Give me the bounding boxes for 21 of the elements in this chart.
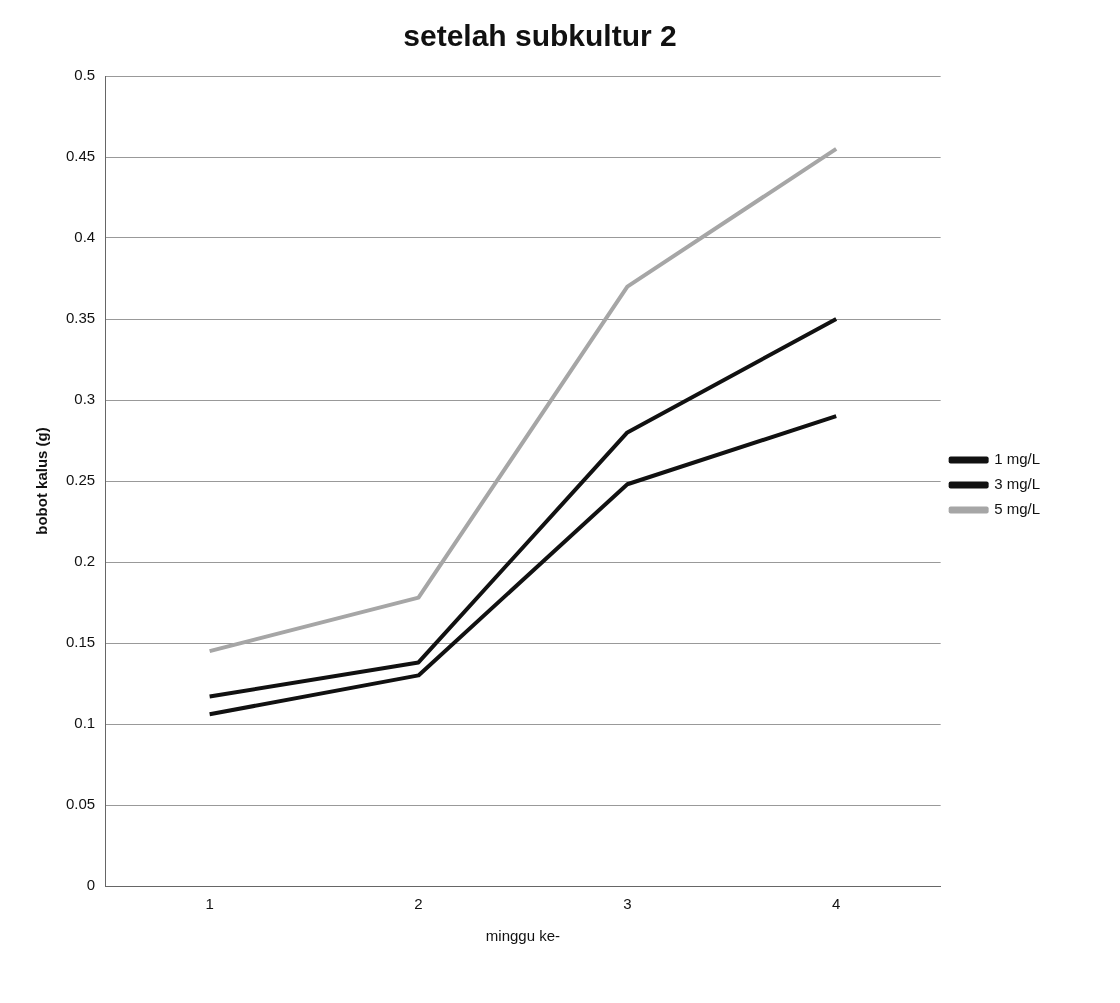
y-tick-label: 0.25 [65, 471, 96, 489]
y-tick-label: 0.35 [65, 309, 96, 327]
x-tick-label: 4 [832, 895, 841, 913]
y-tick-label: 0.4 [74, 228, 96, 246]
y-tick-label: 0.45 [65, 147, 96, 165]
y-tick-label: 0.5 [74, 66, 96, 84]
x-tick-label: 1 [205, 895, 214, 913]
y-tick-label: 0 [86, 876, 96, 894]
y-tick-label: 0.2 [74, 552, 96, 570]
chart-title: setelah subkultur 2 [403, 19, 677, 53]
legend-label: 1 mg/L [994, 450, 1040, 468]
y-tick-label: 0.3 [74, 390, 96, 408]
legend-label: 5 mg/L [994, 500, 1040, 518]
x-axis-title: minggu ke- [485, 927, 561, 945]
x-tick-label: 2 [414, 895, 423, 913]
y-tick-label: 0.15 [65, 633, 96, 651]
y-tick-label: 0.05 [65, 795, 96, 813]
y-axis-title: bobot kalus (g) [33, 427, 51, 535]
legend-label: 3 mg/L [994, 475, 1040, 493]
y-tick-label: 0.1 [74, 714, 96, 732]
x-tick-label: 3 [623, 895, 632, 913]
